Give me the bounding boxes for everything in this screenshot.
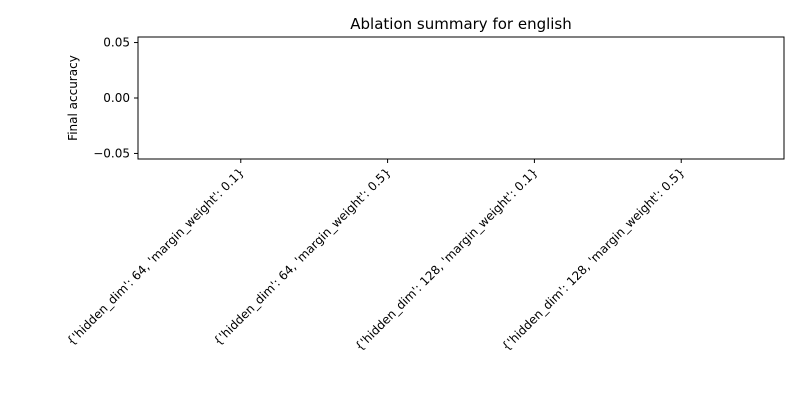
plot-area <box>137 36 785 160</box>
x-tick-label: {'hidden_dim': 128, 'margin_weight': 0.1… <box>352 165 540 353</box>
y-tick-label: 0.05 <box>103 36 130 50</box>
y-tick-label: −0.05 <box>93 146 130 160</box>
y-axis-label: Final accuracy <box>66 55 80 141</box>
y-tick-label: 0.00 <box>103 91 130 105</box>
y-axis-ticks: −0.05 0.00 0.05 <box>93 36 138 160</box>
x-tick-label: {'hidden_dim': 64, 'margin_weight': 0.5} <box>211 165 394 348</box>
x-tick-label: {'hidden_dim': 64, 'margin_weight': 0.1} <box>64 165 247 348</box>
chart-title: Ablation summary for english <box>350 15 572 33</box>
x-axis-ticks: {'hidden_dim': 64, 'margin_weight': 0.1}… <box>64 159 687 354</box>
x-tick-label: {'hidden_dim': 128, 'margin_weight': 0.5… <box>499 165 687 353</box>
